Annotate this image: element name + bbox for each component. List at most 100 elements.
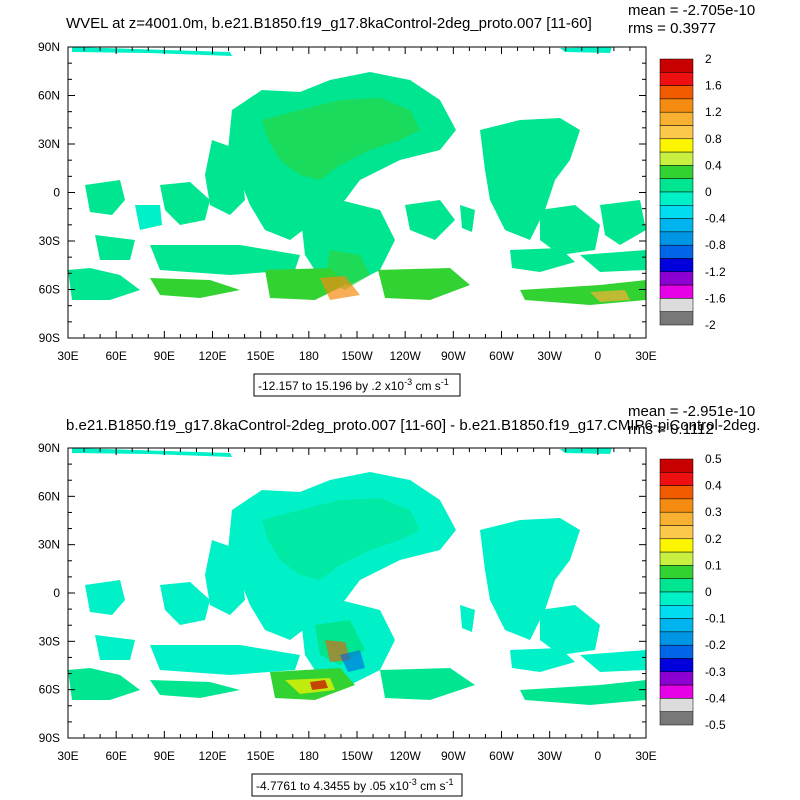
- panel-1-y-tick-label: 30N: [38, 137, 60, 151]
- panel-2-colorbar-label: 0.5: [705, 452, 722, 466]
- panel-2-colorbar-swatch: [659, 551, 694, 566]
- panel-2-x-tick-label: 0: [594, 749, 601, 763]
- panel-1-colorbar-label: 0.4: [705, 158, 722, 172]
- panel-2-y-tick-label: 0: [53, 586, 60, 600]
- panel-2-x-tick-label: 150E: [247, 749, 275, 763]
- panel-2-colorbar-label: -0.4: [705, 691, 726, 705]
- panel-2-colorbar-label: 0.3: [705, 505, 722, 519]
- panel-2-x-tick-label: 30E: [635, 749, 656, 763]
- panel-1-x-tick-label: 120W: [389, 349, 421, 363]
- panel-1-x-tick-label: 60E: [105, 349, 126, 363]
- panel-1-x-tick-label: 150E: [247, 349, 275, 363]
- panel-2-colorbar-label: 0.1: [705, 558, 722, 572]
- panel-1-range-text: -12.157 to 15.196 by .2 x10: [258, 379, 404, 393]
- panel-1-y-tick-label: 90S: [39, 331, 60, 345]
- panel-2-colorbar-swatch: [659, 525, 694, 540]
- panel-2-x-tick-label: 120W: [389, 749, 421, 763]
- panel-2-colorbar-swatch: [659, 684, 694, 699]
- panel-1-colorbar-swatch: [659, 231, 694, 246]
- panel-2: b.e21.B1850.f19_g17.8kaControl-2deg_prot…: [38, 403, 760, 797]
- panel-1-colorbar-swatch: [659, 258, 694, 273]
- panel-1-colorbar-swatch: [659, 205, 694, 219]
- panel-2-axes: 30E 60E 90E 120E 150E 180 150W 120W 90W 60W 30W 0 30…: [38, 441, 657, 763]
- panel-1-y-tick-label: 30S: [39, 234, 60, 248]
- panel-2-colorbar-swatch: [659, 578, 694, 593]
- panel-2-colorbar-label: 0.2: [705, 532, 722, 546]
- panel-1-colorbar-swatch: [659, 85, 694, 100]
- panel-1-colorbar-label: -0.8: [705, 238, 726, 252]
- panel-1-range-units: cm s: [412, 379, 441, 393]
- panel-1-axes: 30E 60E 90E 120E 150E 180 150W 120W 90W 60W 30W 0 30…: [38, 40, 657, 363]
- panel-2-range-units: cm s: [417, 779, 446, 793]
- panel-2-colorbar-swatch: [659, 671, 694, 686]
- panel-1-y-tick-label: 0: [53, 186, 60, 200]
- svg-text:-4.7761 to 4.3455 by .05 x10-3: -4.7761 to 4.3455 by .05 x10-3 cm s-1: [256, 777, 454, 793]
- panel-2-colorbar-swatch: [659, 591, 694, 606]
- panel-2-range-exp: -3: [409, 777, 417, 787]
- panel-2-y-tick-label: 90N: [38, 441, 60, 455]
- panel-1-x-tick-label: 60W: [489, 349, 514, 363]
- panel-1-x-tick-label: 90E: [154, 349, 175, 363]
- panel-1-colorbar-label: 1.2: [705, 105, 722, 119]
- panel-2-colorbar-swatch: [659, 511, 694, 526]
- panel-1-colorbar-swatch: [659, 165, 694, 179]
- panel-1-colorbar-label: -1.2: [705, 265, 726, 279]
- panel-1-x-tick-label: 120E: [198, 349, 226, 363]
- panel-1-x-tick-label: 180: [299, 349, 319, 363]
- panel-1-range-box: -12.157 to 15.196 by .2 x10-3 cm s-1: [253, 373, 461, 397]
- panel-1-colorbar-swatch: [659, 244, 694, 259]
- panel-2-colorbar-label: 0: [705, 585, 712, 599]
- panel-2-colorbar-label: -0.3: [705, 665, 726, 679]
- panel-1-range-exp: -3: [404, 377, 412, 387]
- panel-1-colorbar-swatch: [659, 58, 694, 73]
- panel-1-y-tick-label: 60N: [38, 89, 60, 103]
- panel-2-x-tick-label: 180: [299, 749, 319, 763]
- panel-1-colorbar-swatch: [659, 271, 694, 286]
- panel-1-colorbar-swatch: [659, 191, 694, 206]
- panel-2-y-tick-label: 60S: [39, 683, 60, 697]
- panel-2-colorbar-label: -0.5: [705, 718, 726, 732]
- panel-2-y-tick-label: 30N: [38, 538, 60, 552]
- panel-2-x-tick-label: 30E: [57, 749, 78, 763]
- panel-2-colorbar-swatch: [659, 711, 694, 726]
- panel-2-colorbar-label: -0.1: [705, 612, 726, 626]
- panel-1: WVEL at z=4001.0m, b.e21.B1850.f19_g17.8…: [38, 2, 755, 397]
- panel-1-colorbar-swatch: [659, 138, 694, 153]
- panel-2-colorbar-swatch: [659, 644, 694, 659]
- panel-1-colorbar-swatch: [659, 284, 694, 299]
- panel-1-range-units-exp: -1: [441, 377, 449, 387]
- panel-2-x-tick-label: 90W: [441, 749, 466, 763]
- panel-2-x-tick-label: 30W: [537, 749, 562, 763]
- panel-2-colorbar-swatch: [659, 658, 694, 673]
- panel-2-colorbar-swatch: [659, 485, 694, 500]
- panel-1-x-tick-label: 90W: [441, 349, 466, 363]
- panel-2-colorbar-swatch: [659, 538, 694, 553]
- panel-2-y-tick-label: 60N: [38, 489, 60, 503]
- panel-1-colorbar-label: 1.6: [705, 79, 722, 93]
- panel-1-x-tick-label: 150W: [341, 349, 373, 363]
- panel-2-colorbar-swatch: [659, 631, 694, 646]
- panel-1-colorbar-swatch: [659, 72, 694, 86]
- panel-2-range-units-exp: -1: [445, 777, 453, 787]
- panel-1-colorbar-label: -1.6: [705, 291, 726, 305]
- panel-2-range-box: -4.7761 to 4.3455 by .05 x10-3 cm s-1: [251, 773, 463, 797]
- panel-2-x-tick-label: 60W: [489, 749, 514, 763]
- panel-2-colorbar-swatch: [659, 498, 694, 513]
- panel-1-x-tick-label: 0: [594, 349, 601, 363]
- panel-2-colorbar-swatch: [659, 458, 694, 473]
- panel-1-colorbar-swatch: [659, 178, 694, 193]
- panel-1-colorbar-swatch: [659, 98, 694, 113]
- panel-1-colorbar-label: 0.8: [705, 132, 722, 146]
- panel-1-map-field: [68, 47, 646, 305]
- svg-text:-12.157 to 15.196 by .2 x10-3: -12.157 to 15.196 by .2 x10-3 cm s-1: [258, 377, 449, 393]
- panel-2-colorbar-label: 0.4: [705, 479, 722, 493]
- panel-1-x-tick-label: 30E: [635, 349, 656, 363]
- panel-2-mean: mean = -2.951e-10: [628, 403, 755, 420]
- panel-1-colorbar-swatch: [659, 151, 694, 166]
- panel-1-y-tick-label: 60S: [39, 283, 60, 297]
- panel-1-colorbar-label: 0: [705, 185, 712, 199]
- panel-2-colorbar-swatch: [659, 472, 694, 486]
- panel-2-colorbar-swatch: [659, 565, 694, 579]
- panel-2-x-tick-label: 120E: [198, 749, 226, 763]
- panel-1-colorbar-swatch: [659, 218, 694, 233]
